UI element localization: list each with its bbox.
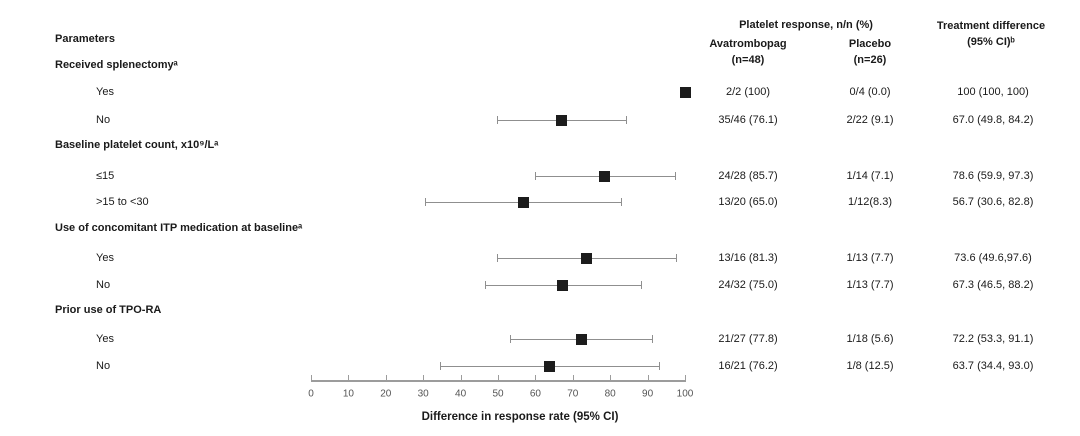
placebo-value: 2/22 (9.1): [846, 114, 894, 126]
parameter-group-label: Prior use of TPO-RA: [55, 304, 162, 316]
forest-marker: [517, 196, 529, 208]
treatment-difference-ci: (95% CI)ᵇ: [967, 36, 1015, 48]
avatrombopag-value: 13/16 (81.3): [718, 252, 778, 264]
error-bar-cap-left: [497, 116, 499, 124]
error-bar-cap-right: [640, 281, 642, 289]
x-axis-tick: [535, 375, 537, 381]
treatment-difference-value: 73.6 (49.6,97.6): [954, 252, 1032, 264]
placebo-label: Placebo: [848, 38, 892, 50]
parameter-group-label: Use of concomitant ITP medication at bas…: [55, 222, 303, 234]
avatrombopag-value: 13/20 (65.0): [718, 196, 778, 208]
error-bar-cap-left: [439, 362, 441, 370]
x-axis-tick: [498, 375, 499, 381]
treatment-difference-value: 100 (100, 100): [957, 86, 1029, 98]
avatrombopag-label: Avatrombopag: [709, 38, 787, 50]
parameter-row-label: No: [96, 360, 111, 372]
parameter-group-label: Received splenectomyᵃ: [55, 59, 178, 71]
x-axis-tick-label: 40: [455, 388, 467, 400]
error-bar-cap-left: [425, 198, 427, 206]
x-axis-tick: [423, 375, 425, 381]
platelet-response-header: Platelet response, n/n (%): [739, 19, 873, 31]
x-axis-tick-label: 50: [492, 388, 504, 400]
avatrombopag-n: (n=48): [731, 54, 765, 66]
error-bar-cap-left: [535, 172, 537, 180]
parameter-row-label: No: [96, 279, 111, 291]
x-axis-tick-label: 100: [676, 388, 694, 400]
forest-marker: [599, 170, 611, 182]
avatrombopag-value: 21/27 (77.8): [718, 333, 778, 345]
treatment-difference-column-header: Treatment difference (95% CI)ᵇ: [937, 18, 1045, 50]
x-axis-tick-label: 90: [642, 388, 654, 400]
error-bar-cap-left: [496, 254, 498, 262]
forest-marker: [543, 360, 555, 372]
parameter-row-label: Yes: [96, 333, 114, 345]
x-axis-tick: [610, 375, 612, 381]
x-axis-line: [311, 380, 686, 382]
x-axis-tick: [311, 375, 312, 381]
parameters-header: Parameters: [55, 33, 115, 45]
parameter-row-label: >15 to <30: [96, 196, 149, 208]
error-bar-cap-right: [620, 198, 622, 206]
avatrombopag-column-header: Avatrombopag (n=48): [709, 36, 786, 68]
x-axis-tick-label: 80: [604, 388, 616, 400]
treatment-difference-label: Treatment difference: [936, 20, 1046, 32]
placebo-column-header: Placebo (n=26): [849, 36, 891, 68]
error-bar-cap-right: [674, 172, 676, 180]
placebo-value: 1/12(8.3): [847, 196, 893, 208]
parameter-group-label: Baseline platelet count, x10⁹/Lᵃ: [55, 139, 219, 151]
x-axis-tick-label: 20: [380, 388, 392, 400]
forest-marker: [575, 333, 587, 345]
x-axis-tick-label: 70: [567, 388, 579, 400]
forest-marker: [679, 86, 691, 98]
error-bar-cap-left: [484, 281, 486, 289]
placebo-value: 1/13 (7.7): [846, 279, 894, 291]
treatment-difference-value: 63.7 (34.4, 93.0): [952, 360, 1034, 372]
treatment-difference-value: 72.2 (53.3, 91.1): [952, 333, 1034, 345]
error-bar-cap-right: [625, 116, 627, 124]
x-axis-tick-label: 10: [342, 388, 354, 400]
x-axis-tick-label: 60: [529, 388, 541, 400]
avatrombopag-value: 2/2 (100): [725, 86, 771, 98]
x-axis-tick-label: 30: [417, 388, 429, 400]
x-axis-tick: [460, 375, 462, 381]
x-axis-tick: [572, 375, 574, 381]
error-bar-cap-right: [651, 335, 653, 343]
forest-marker: [580, 252, 592, 264]
avatrombopag-value: 35/46 (76.1): [718, 114, 778, 126]
placebo-value: 1/13 (7.7): [846, 252, 894, 264]
parameter-row-label: No: [96, 114, 111, 126]
x-axis-tick: [348, 375, 350, 381]
treatment-difference-value: 56.7 (30.6, 82.8): [952, 196, 1034, 208]
treatment-difference-value: 67.0 (49.8, 84.2): [952, 114, 1034, 126]
forest-marker: [556, 114, 568, 126]
parameter-row-label: Yes: [96, 252, 114, 264]
placebo-value: 0/4 (0.0): [849, 86, 891, 98]
placebo-value: 1/18 (5.6): [846, 333, 894, 345]
avatrombopag-value: 16/21 (76.2): [718, 360, 778, 372]
x-axis-title: Difference in response rate (95% CI): [421, 411, 619, 423]
error-bar-cap-right: [658, 362, 660, 370]
placebo-value: 1/8 (12.5): [846, 360, 894, 372]
x-axis-tick: [685, 375, 686, 381]
avatrombopag-value: 24/32 (75.0): [718, 279, 778, 291]
placebo-value: 1/14 (7.1): [846, 170, 894, 182]
parameter-row-label: Yes: [96, 86, 114, 98]
avatrombopag-value: 24/28 (85.7): [718, 170, 778, 182]
x-axis-tick: [385, 375, 387, 381]
x-axis-tick-label: 0: [308, 388, 314, 400]
error-bar-cap-right: [676, 254, 678, 262]
parameter-row-label: ≤15: [96, 170, 115, 182]
placebo-n: (n=26): [853, 54, 887, 66]
treatment-difference-value: 67.3 (46.5, 88.2): [952, 279, 1034, 291]
x-axis-tick: [647, 375, 649, 381]
error-bar-cap-left: [510, 335, 512, 343]
forest-marker: [557, 279, 569, 291]
treatment-difference-value: 78.6 (59.9, 97.3): [952, 170, 1034, 182]
